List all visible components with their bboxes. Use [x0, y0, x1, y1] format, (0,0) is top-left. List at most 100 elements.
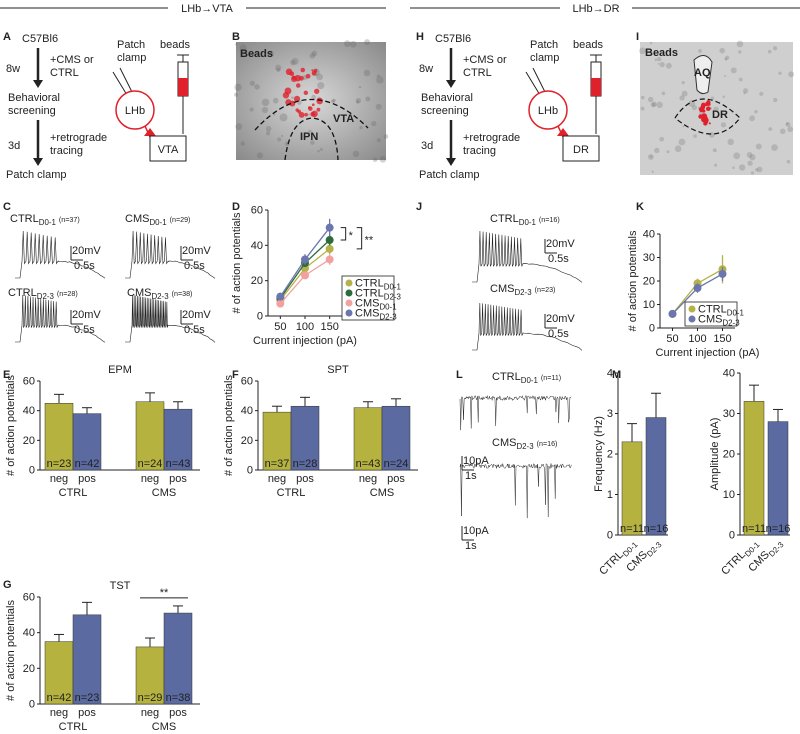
trace — [15, 294, 106, 343]
x-tick-label: 100 — [296, 321, 314, 333]
trace-label-part: (n=28) — [57, 290, 78, 298]
arrow-head — [446, 158, 456, 166]
tissue-texture — [254, 84, 260, 90]
n-label: n=38 — [166, 692, 191, 704]
panel-letter: L — [456, 369, 463, 381]
scale-label: 1s — [465, 470, 477, 482]
tissue-texture — [291, 96, 294, 100]
lhb-circle — [115, 90, 155, 130]
label: clamp — [117, 52, 146, 64]
tissue-texture — [688, 100, 696, 107]
significance-label: ** — [160, 587, 169, 599]
tissue-texture — [355, 97, 362, 104]
trace-label-part: D0-1 — [149, 218, 167, 227]
label: Patch — [530, 39, 558, 51]
trace-label: CTRLD0-1 (n=11) — [492, 371, 561, 385]
trace-label-part: CTRL — [10, 213, 39, 225]
trace-label-part: CMS — [127, 287, 151, 299]
label: 8w — [419, 63, 433, 75]
y-tick-label: 10 — [723, 489, 735, 501]
group-label: CTRL — [277, 487, 306, 499]
tissue-texture — [750, 171, 755, 175]
tissue-texture — [710, 96, 715, 100]
bar — [621, 441, 643, 536]
tissue-texture — [272, 97, 279, 104]
n-label: n=16 — [766, 523, 791, 535]
bead-signal — [316, 107, 321, 112]
panel-letter: G — [3, 579, 12, 591]
legend-label-part: CTRL — [355, 288, 384, 300]
y-tick-label: 30 — [723, 408, 735, 420]
tissue-texture — [256, 152, 263, 159]
x-tick-label: pos — [387, 473, 405, 485]
tissue-texture — [779, 128, 786, 135]
y-axis-label: Frequency (Hz) — [593, 416, 605, 492]
significance-bracket — [356, 227, 363, 250]
label: C57Bl6 — [435, 33, 471, 45]
y-tick-label: 40 — [643, 229, 655, 241]
y-tick-label: 0 — [729, 530, 735, 542]
trace-label-part: CMS — [492, 437, 516, 449]
chart-title: EPM — [108, 364, 132, 376]
tissue-texture — [310, 140, 315, 145]
n-label: n=37 — [265, 458, 290, 470]
panel-letter: K — [636, 201, 644, 213]
trace-label: CMSD0-1 (n=29) — [125, 213, 190, 227]
tissue-texture — [738, 77, 743, 82]
panel-letter: F — [232, 369, 239, 381]
label: Behavioral — [421, 92, 473, 104]
y-tick-label: 0 — [29, 465, 35, 477]
scale-label: 20mV — [182, 245, 211, 257]
data-point — [668, 309, 677, 318]
image-label: DR — [712, 109, 728, 121]
trace-label: CTRLD0-1 (n=37) — [10, 213, 80, 227]
y-tick-label: 0 — [247, 465, 253, 477]
trace-label-part: D2-3 — [151, 292, 169, 301]
tissue-texture — [372, 157, 378, 163]
trace-label-part: D0-1 — [521, 376, 539, 385]
tissue-texture — [708, 132, 715, 138]
chart-title: TST — [110, 580, 131, 592]
tissue-texture — [714, 163, 718, 167]
bead-signal — [706, 106, 711, 111]
y-axis-label: # of action potentials — [231, 212, 243, 313]
tissue-texture — [756, 166, 763, 173]
tissue-texture — [733, 152, 741, 160]
y-tick-label: 40 — [23, 405, 35, 417]
tissue-texture — [674, 145, 682, 153]
tissue-texture — [650, 102, 656, 108]
y-tick-label: 40 — [723, 368, 735, 380]
label: Patch clamp — [419, 169, 480, 181]
tissue-texture — [787, 126, 794, 133]
x-axis-label: Current injection (pA) — [656, 347, 760, 359]
tissue-texture — [240, 141, 245, 146]
x-tick-label: neg — [50, 707, 68, 719]
legend-label-part: CMS — [355, 308, 379, 320]
scale-label: 10pA — [463, 525, 489, 537]
histology-image — [236, 42, 386, 160]
x-tick-label: pos — [169, 473, 187, 485]
panel-letter: H — [416, 31, 424, 43]
bar — [262, 411, 292, 471]
y-tick-label: 20 — [251, 275, 263, 287]
tissue-texture — [647, 154, 654, 160]
n-label: n=43 — [166, 458, 191, 470]
legend-label-part: D0-1 — [379, 303, 397, 312]
tissue-texture — [291, 57, 299, 65]
tissue-texture — [273, 113, 276, 116]
x-tick-label: neg — [50, 473, 68, 485]
legend-label: CTRLD0-1 — [698, 304, 744, 318]
data-point — [325, 244, 334, 253]
trace-label-part: (n=29) — [170, 216, 191, 224]
bead-signal — [298, 112, 305, 118]
tissue-texture — [656, 101, 663, 109]
trace-label-part: (n=38) — [172, 290, 193, 298]
tissue-texture — [376, 138, 381, 143]
tissue-texture — [681, 80, 685, 85]
y-axis-label: Amplitude (pA) — [709, 418, 721, 491]
x-tick-label: pos — [296, 473, 314, 485]
tissue-texture — [712, 148, 717, 153]
tissue-texture — [363, 69, 371, 77]
scale-label: 20mV — [182, 309, 211, 321]
significance-label: ** — [365, 234, 374, 246]
